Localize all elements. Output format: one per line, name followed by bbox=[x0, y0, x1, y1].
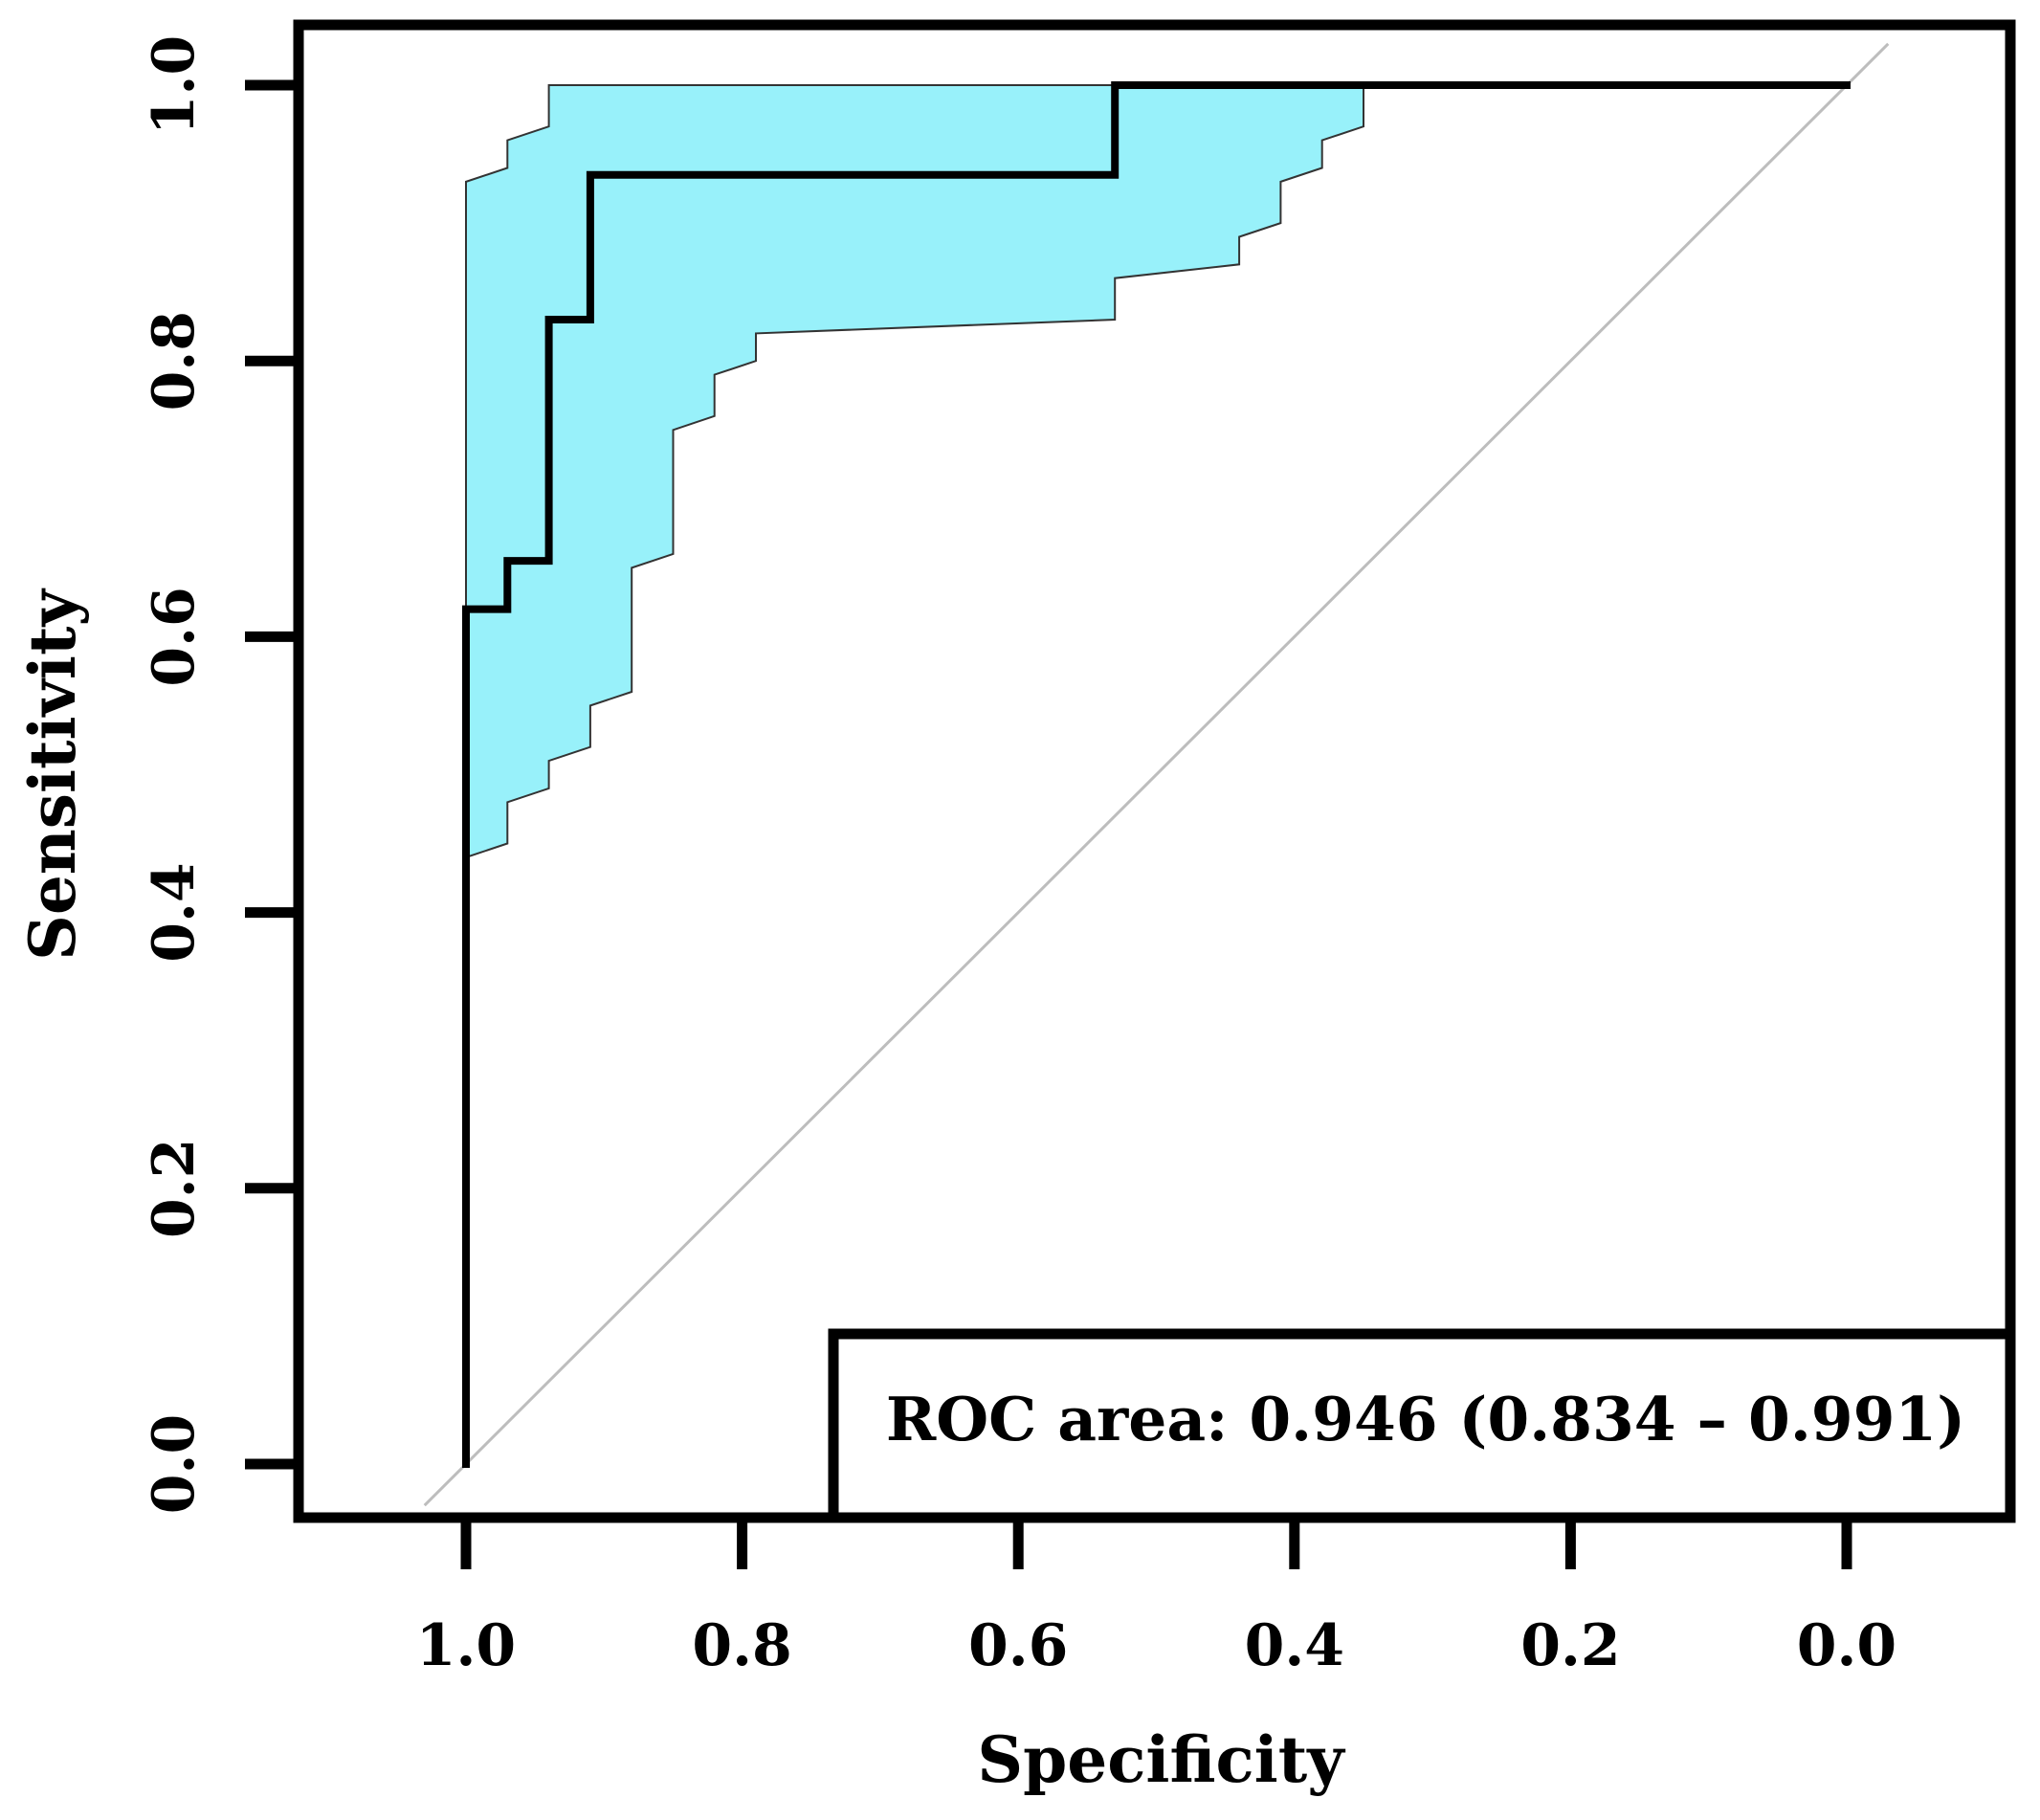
x-tick-label: 0.2 bbox=[1520, 1612, 1620, 1679]
confidence-band-layer bbox=[465, 84, 1847, 859]
y-tick-label: 0.6 bbox=[141, 587, 208, 686]
x-tick-label: 0.0 bbox=[1797, 1612, 1896, 1679]
y-tick-label: 1.0 bbox=[141, 35, 208, 135]
confidence-band bbox=[465, 84, 1847, 859]
x-tick-label: 0.4 bbox=[1245, 1612, 1344, 1679]
roc-area-annotation: ROC area: 0.946 (0.834 – 0.991) bbox=[886, 1384, 1965, 1454]
y-tick-label: 0.8 bbox=[141, 311, 208, 411]
y-tick-label: 0.4 bbox=[141, 862, 208, 962]
reference-line bbox=[423, 42, 1890, 1507]
y-tick-label: 0.2 bbox=[141, 1139, 208, 1238]
y-tick-label: 0.0 bbox=[141, 1414, 208, 1514]
y-axis-label: Sensitivity bbox=[15, 588, 90, 961]
x-tick-label: 1.0 bbox=[416, 1612, 516, 1679]
x-tick-label: 0.6 bbox=[968, 1612, 1068, 1679]
y-axis-ticks: 0.0 0.2 0.4 0.6 0.8 1.0 bbox=[141, 35, 299, 1514]
roc-curve bbox=[462, 81, 1851, 1468]
x-axis-label: Specificity bbox=[977, 1722, 1345, 1797]
legend-frame bbox=[828, 1328, 2016, 1523]
roc-curve-layer bbox=[462, 81, 1851, 1468]
reference-line-layer bbox=[423, 42, 1890, 1507]
x-tick-label: 0.8 bbox=[692, 1612, 791, 1679]
x-axis-ticks: 1.0 0.8 0.6 0.4 0.2 0.0 bbox=[416, 1518, 1896, 1679]
legend-box: ROC area: 0.946 (0.834 – 0.991) bbox=[828, 1328, 2016, 1523]
